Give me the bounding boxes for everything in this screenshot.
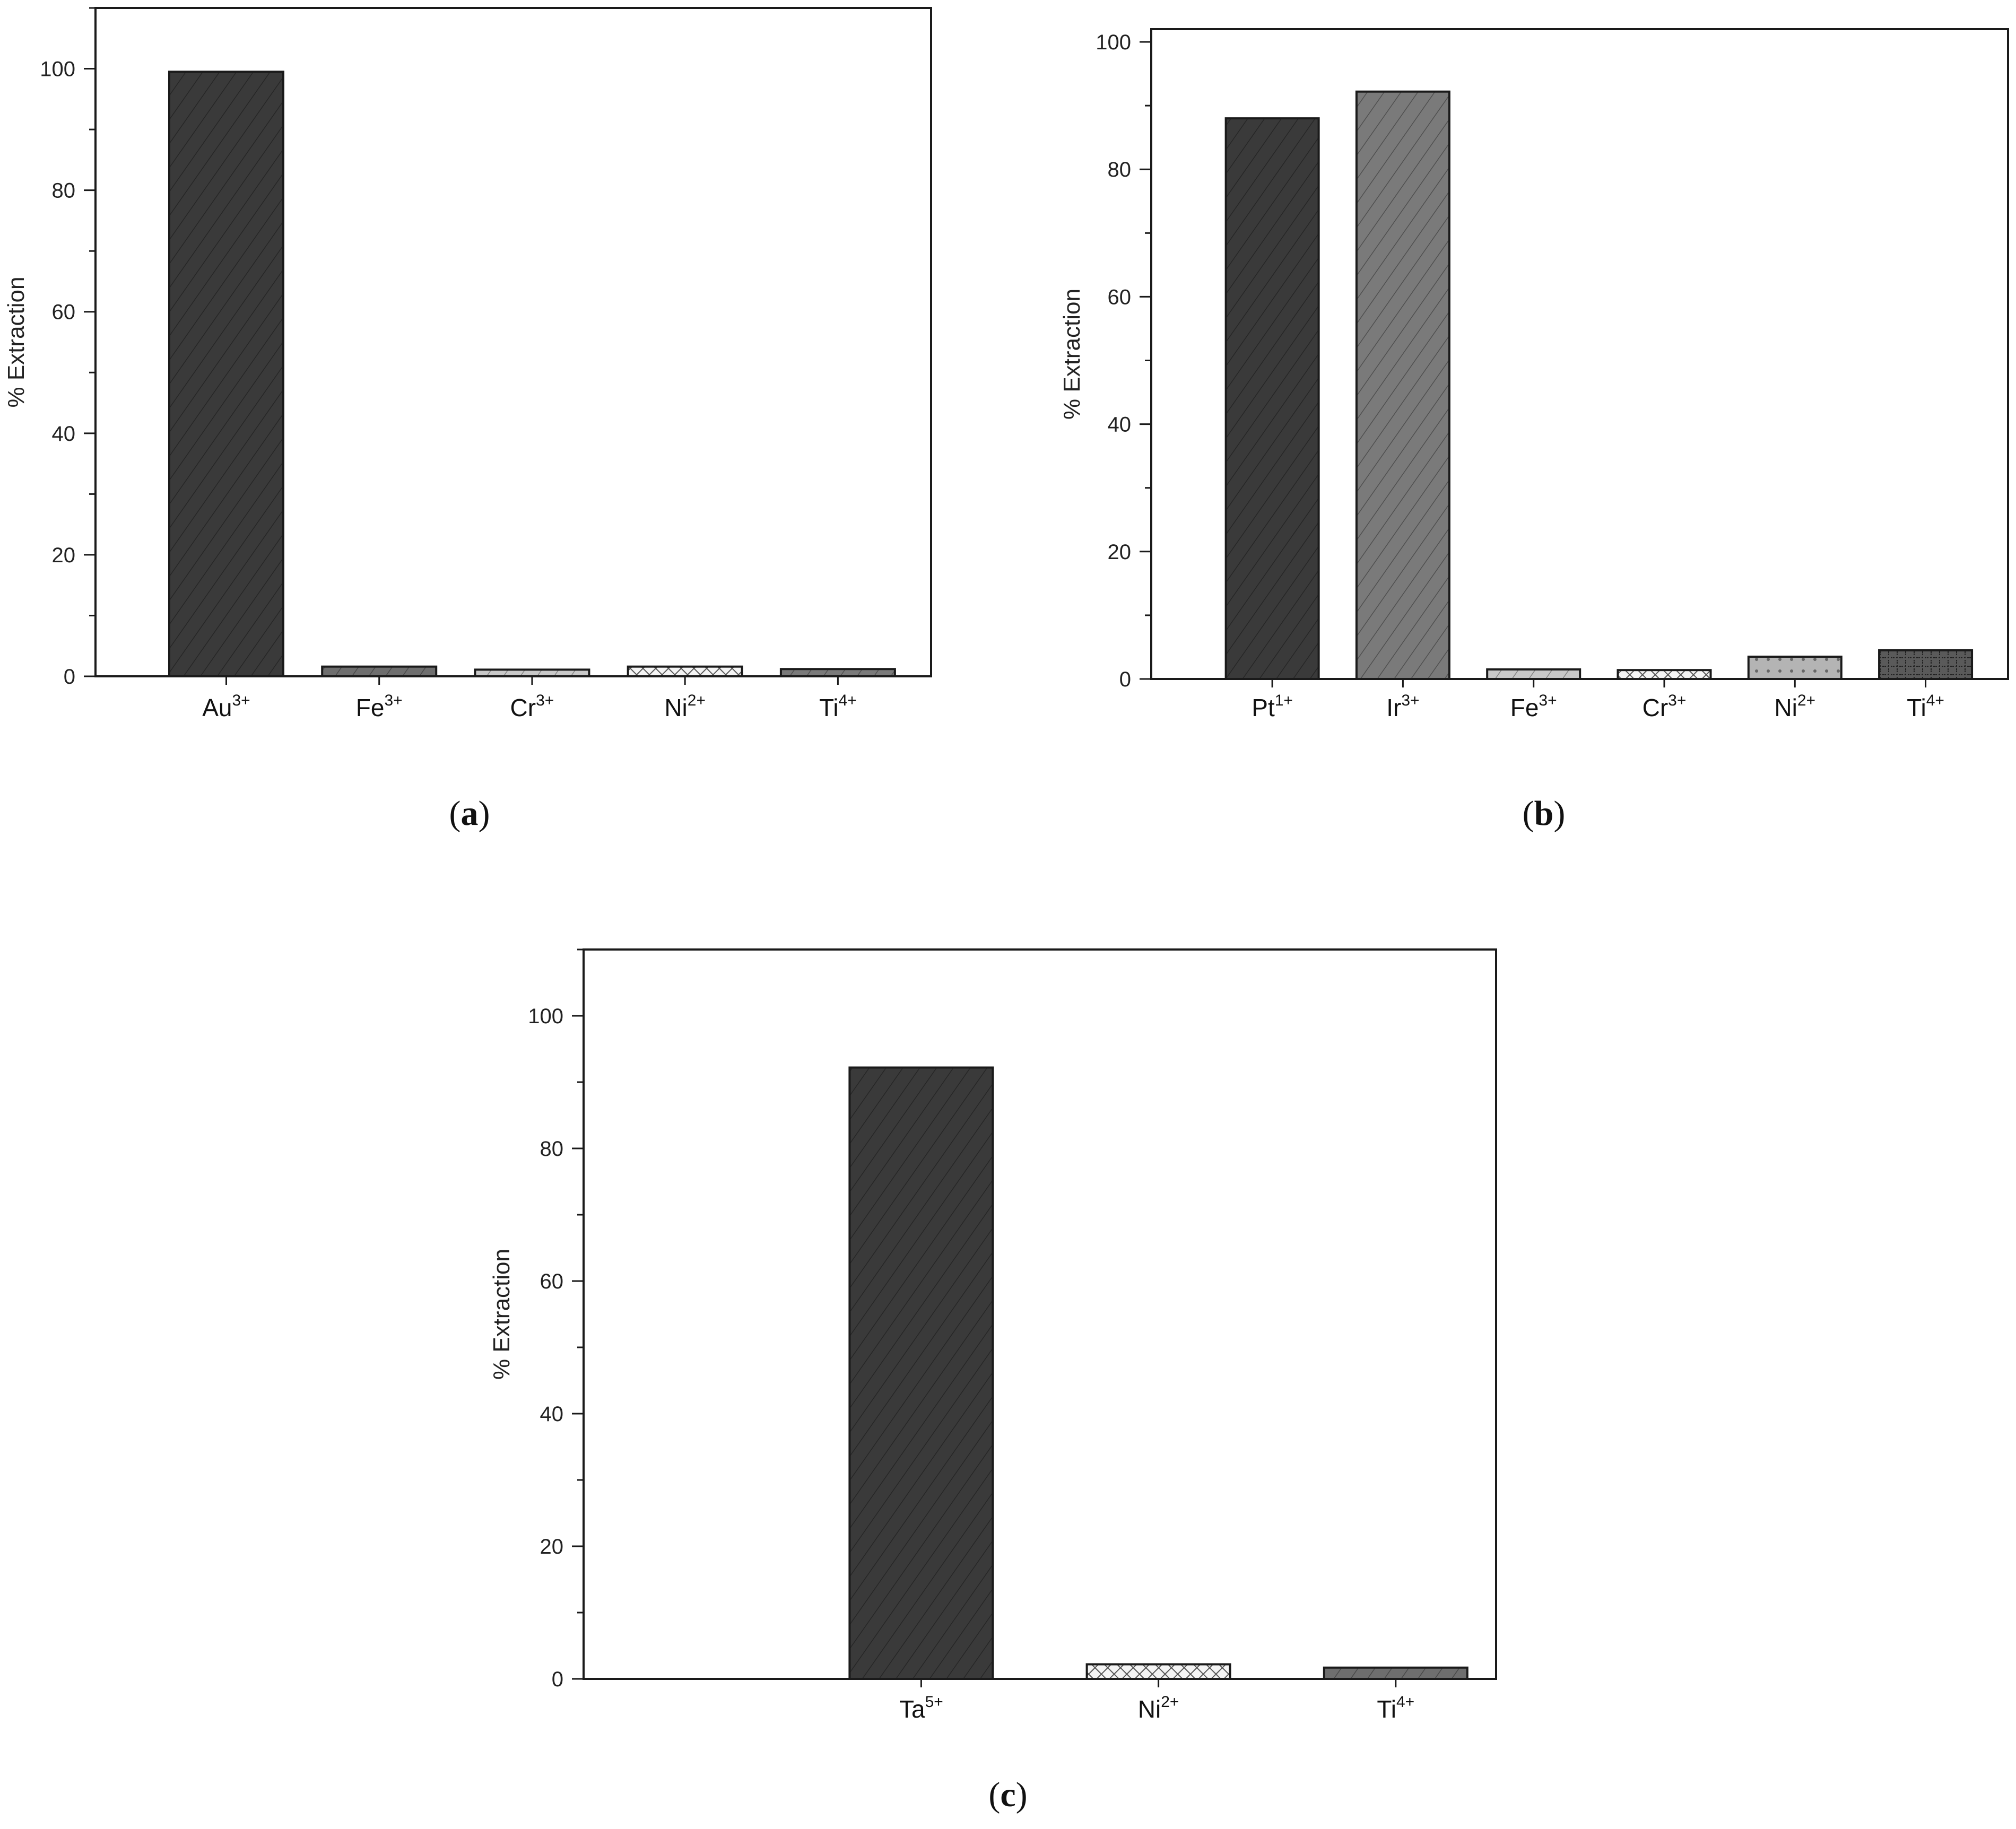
x-tick-label-element: Ni: [1774, 694, 1797, 721]
y-tick-label: 80: [52, 179, 76, 203]
x-tick-label-element: Fe: [1510, 694, 1539, 721]
x-tick-label-element: Ti: [1377, 1695, 1396, 1723]
y-tick-label: 60: [52, 301, 76, 324]
x-tick-label-charge: 3+: [1668, 692, 1686, 709]
x-tick-label: Ni2+: [1774, 692, 1815, 721]
x-tick-label-charge: 3+: [1539, 692, 1557, 709]
x-tick-label-element: Fe: [356, 694, 385, 721]
x-tick-label: Ni2+: [664, 692, 706, 721]
bar-pattern: [1356, 91, 1449, 680]
panel-caption-letter: a: [461, 794, 479, 833]
x-tick-label: Cr3+: [1643, 692, 1687, 721]
x-tick-label: Ir3+: [1386, 692, 1419, 721]
x-tick-label-element: Cr: [1643, 694, 1669, 721]
y-tick-label: 0: [64, 665, 75, 689]
bar-pattern: [475, 669, 589, 676]
x-tick-label-element: Ti: [1907, 694, 1926, 721]
y-axis-title: % Extraction: [1059, 289, 1085, 420]
x-tick-label-charge: 3+: [536, 692, 554, 709]
x-tick-label-element: Ir: [1386, 694, 1401, 721]
bar-pattern: [1879, 650, 1972, 679]
y-tick-label: 60: [1108, 285, 1132, 309]
x-tick-label: Ti4+: [1377, 1693, 1414, 1723]
bar-pattern: [780, 669, 895, 676]
x-tick-label-element: Ni: [664, 694, 687, 721]
x-tick-label-charge: 5+: [925, 1693, 943, 1711]
x-tick-label-element: Cr: [510, 694, 536, 721]
x-tick-label-element: Pt: [1252, 694, 1275, 721]
x-tick-label: Fe3+: [356, 692, 403, 721]
bar-pattern: [1618, 670, 1711, 679]
y-tick-label: 0: [1119, 668, 1131, 691]
y-tick-label: 20: [540, 1535, 564, 1558]
x-tick-label-element: Ni: [1138, 1695, 1161, 1723]
bar-pattern: [849, 1067, 993, 1679]
y-tick-label: 40: [52, 422, 76, 446]
bar-pattern: [628, 666, 742, 676]
x-tick-label: Ti4+: [1907, 692, 1944, 721]
y-tick-label: 0: [552, 1668, 563, 1691]
bar-pattern: [169, 72, 283, 677]
bar-pattern: [1087, 1664, 1230, 1679]
y-axis-title: % Extraction: [3, 277, 29, 408]
panel-c: 0 20 40 60 80 100 % Extraction Ta5+ Ni2+ Ti4+ (c): [489, 948, 1497, 1814]
bar-pattern: [1226, 118, 1319, 680]
x-tick-label: Ta5+: [899, 1693, 943, 1723]
x-tick-label-charge: 3+: [232, 692, 250, 709]
y-tick-label: 80: [540, 1137, 564, 1161]
y-tick-label: 100: [1096, 31, 1131, 54]
bar-pattern: [1748, 656, 1841, 679]
panel-caption: (a): [449, 794, 490, 833]
y-tick-label: 100: [40, 58, 75, 81]
bar-pattern: [322, 666, 437, 676]
y-tick-label: 100: [528, 1005, 563, 1028]
y-tick-label: 20: [1108, 541, 1132, 564]
x-tick-label-charge: 3+: [384, 692, 402, 709]
plot-frame: [583, 948, 1497, 1680]
x-tick-label-charge: 4+: [1396, 1693, 1414, 1711]
x-tick-label-charge: 1+: [1275, 692, 1293, 709]
y-tick-label: 40: [1108, 413, 1132, 437]
panel-caption: (c): [988, 1775, 1027, 1814]
panel-caption: (b): [1523, 794, 1566, 833]
panel-caption-letter: b: [1534, 794, 1554, 833]
x-tick-label: Pt1+: [1252, 692, 1293, 721]
x-tick-label-charge: 2+: [1797, 692, 1815, 709]
x-tick-label-charge: 2+: [1161, 1693, 1179, 1711]
y-axis-title: % Extraction: [489, 1249, 515, 1380]
x-tick-label-charge: 3+: [1401, 692, 1419, 709]
panel-caption-letter: c: [1000, 1775, 1015, 1814]
y-tick-label: 40: [540, 1403, 564, 1426]
x-tick-label: Ti4+: [819, 692, 857, 721]
y-tick-label: 60: [540, 1270, 564, 1293]
x-tick-label-element: Ti: [819, 694, 839, 721]
y-tick-label: 20: [52, 544, 76, 567]
x-tick-label-charge: 4+: [1926, 692, 1944, 709]
x-tick-label: Fe3+: [1510, 692, 1557, 721]
y-tick-label: 80: [1108, 158, 1132, 181]
bar-pattern: [1487, 669, 1580, 679]
x-tick-label: Cr3+: [510, 692, 554, 721]
x-tick-label-element: Au: [202, 694, 232, 721]
x-tick-label-element: Ta: [899, 1695, 925, 1723]
x-tick-label-charge: 2+: [688, 692, 706, 709]
x-tick-label: Ni2+: [1138, 1693, 1179, 1723]
x-tick-label-charge: 4+: [839, 692, 857, 709]
bar-pattern: [1324, 1667, 1467, 1679]
x-tick-label: Au3+: [202, 692, 250, 721]
